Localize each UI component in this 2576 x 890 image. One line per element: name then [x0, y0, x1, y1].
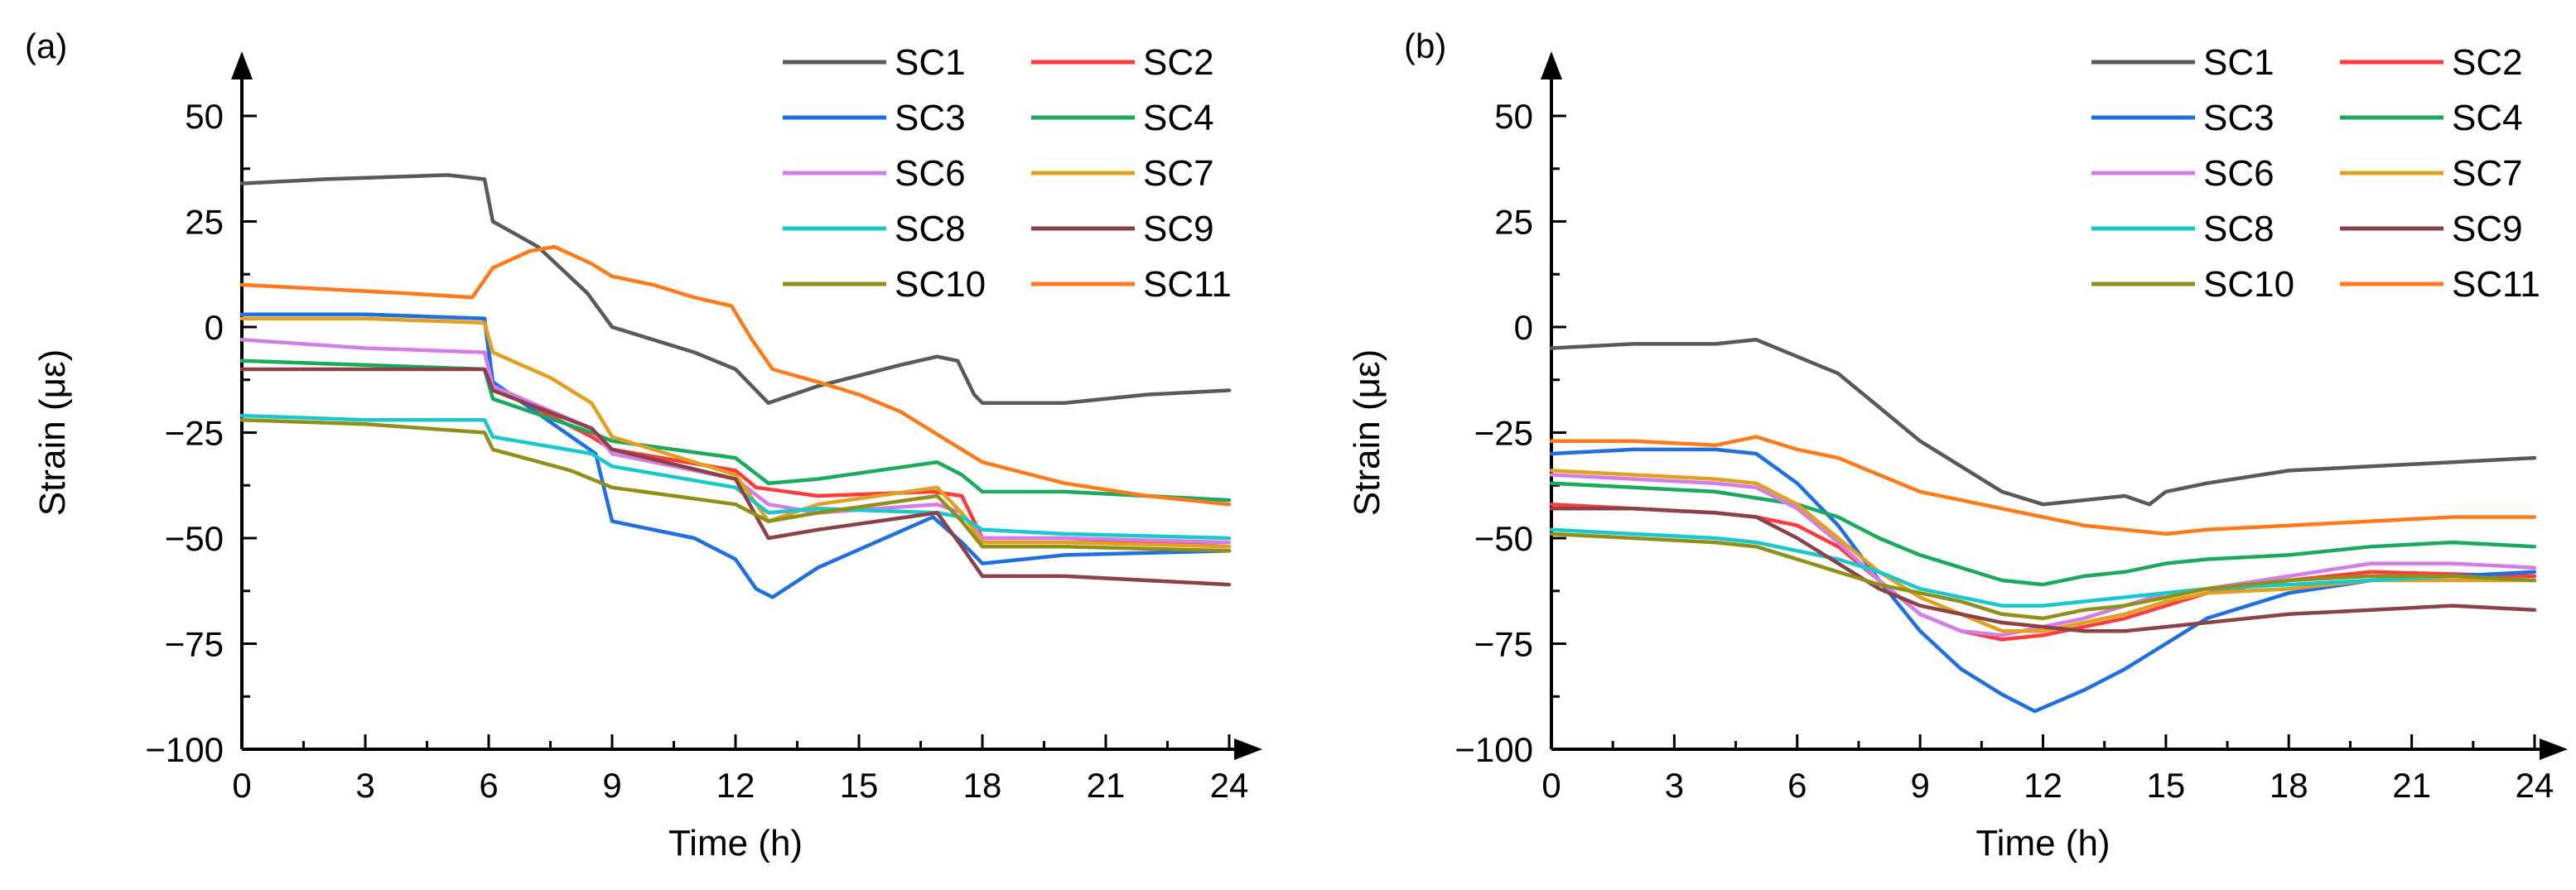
legend: SC1 SC2 SC3 SC4 SC6 SC7 SC8 SC9 SC10 SC11: [2091, 42, 2540, 305]
x-axis-arrow: [2540, 738, 2568, 760]
legend-label: SC1: [2203, 42, 2275, 83]
y-tick-label: −75: [165, 625, 224, 664]
x-tick-label: 12: [2024, 766, 2062, 805]
panel-label: (a): [25, 26, 67, 65]
series-line-sc8: [239, 413, 1232, 541]
series-line-sc3: [1549, 447, 2537, 714]
x-tick-label: 6: [479, 766, 498, 805]
x-tick-label: 0: [232, 766, 251, 805]
y-tick-label: 0: [1514, 308, 1533, 347]
legend-label: SC6: [2203, 153, 2275, 194]
legend-label: SC3: [2203, 98, 2275, 138]
legend-label: SC11: [1143, 264, 1232, 305]
legend-label: SC9: [1143, 209, 1214, 249]
legend-label: SC2: [1143, 42, 1214, 83]
y-tick-label: −50: [1474, 519, 1533, 558]
y-tick-label: −25: [165, 414, 224, 453]
series-line-sc10: [1549, 532, 2537, 621]
legend-label: SC10: [895, 264, 986, 305]
series-line-sc9: [1549, 507, 2537, 633]
legend-label: SC9: [2452, 209, 2523, 249]
legend: SC1 SC2 SC3 SC4 SC6 SC7 SC8 SC9 SC10 SC11: [783, 42, 1232, 305]
legend-label: SC3: [895, 98, 966, 138]
series-line-sc1: [1549, 338, 2537, 507]
x-tick-label: 21: [1087, 766, 1126, 805]
x-tick-label: 15: [2147, 766, 2186, 805]
x-tick-label: 18: [963, 766, 1002, 805]
x-axis-label: Time (h): [668, 823, 803, 864]
series-line-sc1: [239, 173, 1232, 406]
panel-label: (b): [1404, 26, 1446, 65]
chart-panel-b: (b) −100 −75 −50 −25 0 25 50 0 3 6 9 12 15 18 21 24 Time …: [1347, 26, 2568, 864]
legend-label: SC4: [1143, 98, 1214, 138]
x-tick-label: 0: [1541, 766, 1561, 805]
series-line-sc11: [239, 244, 1232, 507]
y-tick-label: −25: [1474, 414, 1533, 453]
y-axis-label: Strain (με): [1347, 349, 1387, 516]
y-tick-label: 25: [185, 203, 224, 242]
y-tick-label: −75: [1474, 625, 1533, 664]
y-tick-label: 25: [1494, 203, 1533, 242]
x-axis-arrow: [1234, 738, 1262, 760]
series-line-sc11: [1549, 435, 2537, 536]
series-line-sc7: [1549, 469, 2537, 633]
x-tick-label: 6: [1787, 766, 1807, 805]
legend-label: SC10: [2203, 264, 2294, 305]
x-tick-label: 12: [716, 766, 755, 805]
legend-label: SC4: [2452, 98, 2523, 138]
series-line-sc3: [239, 312, 1232, 599]
x-axis-label: Time (h): [1975, 823, 2110, 864]
x-tick-label: 3: [1665, 766, 1684, 805]
chart-panel-a: (a) −100 −75 −50 −25 0 25 50 0 3 6 9 12 15 18 21 24 Time …: [25, 26, 1262, 864]
legend-label: SC2: [2452, 42, 2523, 83]
y-axis-label: Strain (με): [32, 349, 73, 516]
x-tick-label: 9: [602, 766, 621, 805]
x-tick-label: 18: [2270, 766, 2308, 805]
series-line-sc4: [1549, 481, 2537, 587]
legend-label: SC1: [895, 42, 966, 83]
y-tick-label: 50: [185, 97, 224, 136]
x-tick-label: 21: [2392, 766, 2431, 805]
y-tick-label: 0: [205, 308, 224, 347]
y-tick-label: −100: [145, 730, 224, 769]
series-line-sc8: [1549, 527, 2537, 608]
legend-label: SC7: [1143, 153, 1214, 194]
y-tick-label: −50: [165, 519, 224, 558]
legend-label: SC11: [2452, 264, 2540, 305]
series-line-sc7: [239, 316, 1232, 549]
x-tick-label: 15: [840, 766, 879, 805]
legend-label: SC7: [2452, 153, 2523, 194]
series-line-sc6: [239, 338, 1232, 545]
series-line-sc9: [239, 367, 1232, 587]
x-tick-label: 9: [1910, 766, 1929, 805]
y-tick-label: −100: [1454, 730, 1533, 769]
y-axis-arrow: [231, 51, 253, 79]
x-tick-label: 3: [355, 766, 374, 805]
legend-label: SC8: [895, 209, 966, 249]
legend-label: SC6: [895, 153, 966, 194]
series-line-sc6: [1549, 473, 2537, 637]
x-tick-label: 24: [2516, 766, 2554, 805]
y-tick-label: 50: [1494, 97, 1533, 136]
legend-label: SC8: [2203, 209, 2275, 249]
x-tick-label: 24: [1210, 766, 1249, 805]
y-axis-arrow: [1541, 51, 1562, 79]
series-line-sc10: [239, 417, 1232, 553]
